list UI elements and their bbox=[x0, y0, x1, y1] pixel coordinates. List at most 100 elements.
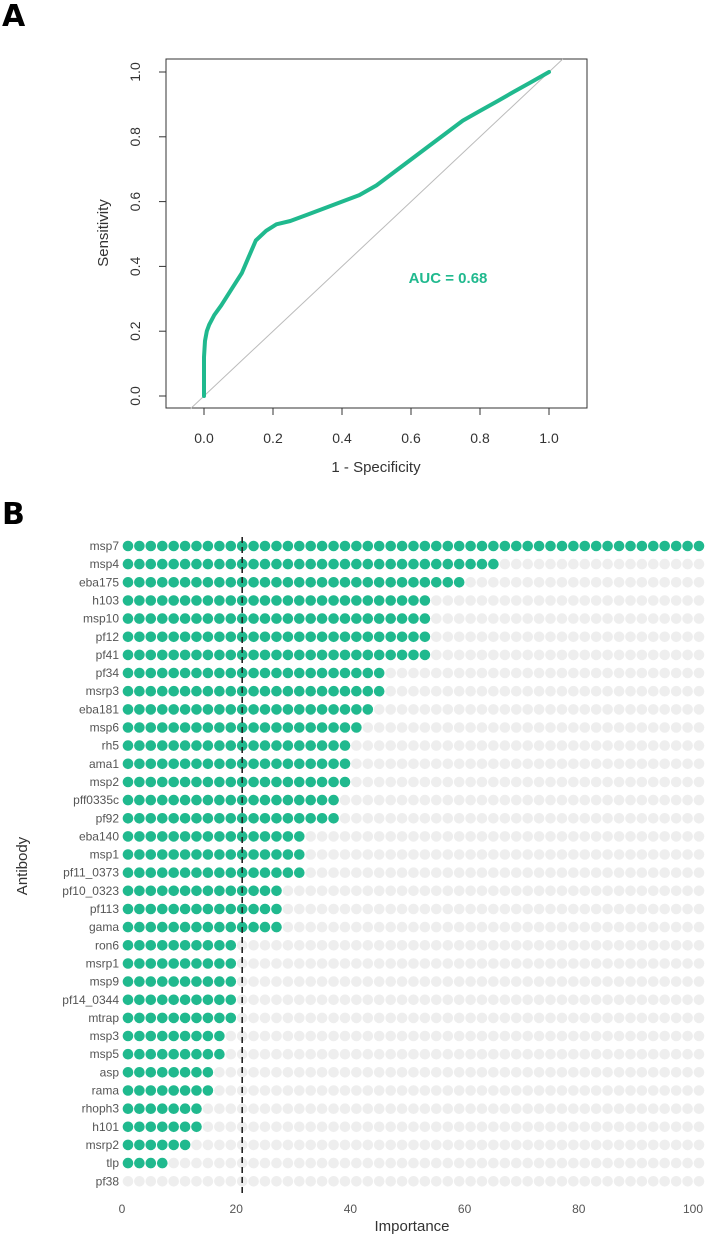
importance-dot-filled bbox=[157, 831, 168, 842]
importance-dot-empty bbox=[625, 1139, 636, 1151]
importance-dot-empty bbox=[590, 903, 602, 915]
importance-dot-filled bbox=[259, 649, 271, 661]
importance-dot-empty bbox=[328, 903, 339, 915]
importance-dot-filled bbox=[179, 1121, 191, 1133]
importance-dot-empty bbox=[499, 867, 511, 878]
importance-dot-empty bbox=[659, 813, 670, 824]
importance-dot-empty bbox=[362, 1176, 374, 1187]
importance-dot-filled bbox=[328, 649, 339, 661]
importance-dot-empty bbox=[602, 1048, 613, 1060]
importance-row: rama bbox=[92, 1084, 705, 1098]
auc-annotation: AUC = 0.68 bbox=[409, 270, 488, 287]
importance-dot-empty bbox=[556, 758, 568, 770]
importance-dot-filled bbox=[191, 1030, 202, 1042]
importance-dot-empty bbox=[670, 1157, 682, 1169]
importance-dot-empty bbox=[499, 1048, 511, 1060]
importance-dot-empty bbox=[248, 976, 259, 987]
importance-dot-empty bbox=[465, 685, 476, 697]
importance-dot-filled bbox=[122, 540, 134, 552]
importance-dot-empty bbox=[499, 558, 511, 570]
importance-dot-filled bbox=[282, 776, 294, 788]
importance-dot-empty bbox=[431, 649, 442, 661]
importance-dot-empty bbox=[294, 1121, 305, 1133]
importance-row: msp4 bbox=[90, 557, 705, 571]
importance-dot-empty bbox=[431, 958, 442, 969]
importance-dot-empty bbox=[351, 1030, 362, 1042]
importance-dot-empty bbox=[613, 758, 625, 770]
importance-dot-empty bbox=[465, 831, 476, 842]
importance-dot-empty bbox=[568, 849, 579, 860]
importance-dot-filled bbox=[248, 740, 259, 751]
importance-dot-filled bbox=[168, 667, 179, 679]
importance-dot-empty bbox=[545, 776, 556, 788]
importance-dot-filled bbox=[134, 976, 145, 987]
importance-dot-empty bbox=[511, 631, 522, 643]
importance-dot-empty bbox=[328, 976, 339, 987]
importance-dot-empty bbox=[282, 1085, 294, 1096]
importance-dot-empty bbox=[568, 722, 579, 733]
importance-dot-empty bbox=[385, 867, 397, 878]
importance-dot-filled bbox=[373, 595, 385, 606]
importance-dot-empty bbox=[648, 958, 659, 969]
importance-dot-filled bbox=[157, 1067, 168, 1078]
importance-dot-empty bbox=[419, 849, 431, 860]
importance-dot-filled bbox=[316, 740, 328, 751]
importance-dot-filled bbox=[214, 740, 225, 751]
importance-dot-empty bbox=[431, 1085, 442, 1096]
importance-dot-filled bbox=[294, 776, 305, 788]
importance-dot-filled bbox=[225, 685, 237, 697]
importance-dot-empty bbox=[545, 649, 556, 661]
importance-dot-empty bbox=[602, 1157, 613, 1169]
importance-dot-filled bbox=[191, 704, 202, 715]
importance-dot-empty bbox=[396, 976, 408, 987]
importance-dot-filled bbox=[282, 540, 294, 552]
importance-dot-empty bbox=[431, 885, 442, 897]
importance-dot-empty bbox=[385, 1176, 397, 1187]
importance-dot-filled bbox=[259, 613, 271, 624]
importance-dot-empty bbox=[648, 921, 659, 933]
importance-row: pf113 bbox=[90, 902, 705, 916]
importance-dot-empty bbox=[545, 1103, 556, 1114]
importance-dot-filled bbox=[282, 758, 294, 770]
importance-dot-empty bbox=[362, 994, 374, 1006]
importance-dot-empty bbox=[648, 849, 659, 860]
importance-dot-empty bbox=[556, 577, 568, 588]
importance-dot-empty bbox=[225, 1030, 237, 1042]
importance-dot-filled bbox=[225, 577, 237, 588]
importance-dot-filled bbox=[248, 704, 259, 715]
importance-dot-empty bbox=[408, 758, 419, 770]
importance-dot-empty bbox=[556, 1176, 568, 1187]
antibody-label: msp4 bbox=[90, 557, 120, 571]
importance-dot-empty bbox=[522, 1085, 533, 1096]
importance-dot-empty bbox=[670, 994, 682, 1006]
importance-dot-empty bbox=[568, 794, 579, 806]
importance-dot-empty bbox=[568, 613, 579, 624]
importance-dot-filled bbox=[157, 794, 168, 806]
importance-dot-filled bbox=[339, 722, 351, 733]
importance-dot-filled bbox=[214, 940, 225, 951]
importance-dot-empty bbox=[568, 976, 579, 987]
importance-dot-filled bbox=[191, 595, 202, 606]
importance-dot-empty bbox=[602, 1085, 613, 1096]
importance-dot-empty bbox=[556, 722, 568, 733]
importance-dot-filled bbox=[214, 831, 225, 842]
importance-dot-empty bbox=[465, 758, 476, 770]
importance-x-tick-label: 20 bbox=[230, 1202, 244, 1216]
importance-dot-empty bbox=[522, 794, 533, 806]
importance-dot-empty bbox=[511, 1139, 522, 1151]
importance-dot-empty bbox=[522, 631, 533, 643]
importance-dot-empty bbox=[659, 1176, 670, 1187]
importance-dot-filled bbox=[168, 1103, 179, 1114]
antibody-label: msp5 bbox=[90, 1047, 120, 1061]
antibody-label: h103 bbox=[92, 593, 119, 607]
importance-dot-empty bbox=[431, 740, 442, 751]
importance-dot-filled bbox=[225, 831, 237, 842]
importance-dot-empty bbox=[682, 595, 693, 606]
importance-dot-filled bbox=[157, 667, 168, 679]
importance-dot-empty bbox=[613, 958, 625, 969]
importance-dot-filled bbox=[157, 595, 168, 606]
importance-dot-empty bbox=[419, 1012, 431, 1024]
importance-dot-empty bbox=[339, 1121, 351, 1133]
importance-dot-empty bbox=[419, 1139, 431, 1151]
